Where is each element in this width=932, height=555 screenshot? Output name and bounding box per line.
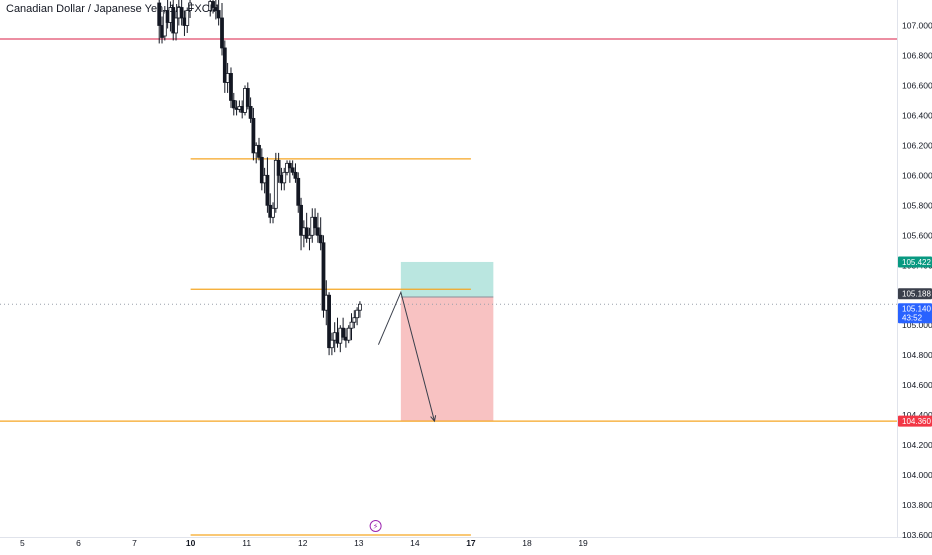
candle-body-47 xyxy=(307,234,312,239)
candle-body-55 xyxy=(329,339,334,349)
candle-body-0 xyxy=(157,2,162,26)
symbol-title: Canadian Dollar / Japanese Yen, 1h, FXCM xyxy=(6,3,219,15)
lightning-icon-ring xyxy=(369,520,382,532)
y-tick-label-16: 106.800 xyxy=(902,50,932,60)
candle-body-32 xyxy=(265,174,270,206)
projection-path xyxy=(377,290,435,422)
candle-body-44 xyxy=(299,204,303,236)
take-profit-zone xyxy=(400,297,494,422)
y-tick-label-12: 106.000 xyxy=(902,170,932,180)
candle-body-27 xyxy=(251,117,256,154)
price-tag-stop xyxy=(898,256,932,268)
candle-body-63 xyxy=(352,317,357,323)
x-tick-label-4: 11 xyxy=(242,538,251,548)
lightning-icon[interactable]: ⚡ xyxy=(373,522,379,531)
price-tag-text-stop: 105.422 xyxy=(902,258,931,267)
candle-body-50 xyxy=(315,227,320,236)
candle-body-15 xyxy=(216,10,221,19)
y-tick-label-14: 106.400 xyxy=(902,110,932,120)
price-tag-current xyxy=(898,303,932,324)
price-tag-entry xyxy=(898,288,932,300)
x-tick-label-2: 7 xyxy=(132,538,137,548)
candle-body-52 xyxy=(321,242,326,311)
projection-arrow-head xyxy=(430,415,437,423)
x-tick-label-8: 17 xyxy=(466,538,476,548)
candle-body-35 xyxy=(273,159,278,209)
x-tick-label-5: 12 xyxy=(298,538,308,548)
stop-loss-zone xyxy=(400,261,494,298)
candle-body-40 xyxy=(287,162,292,169)
y-tick-label-6: 104.800 xyxy=(902,350,932,360)
candle-body-34 xyxy=(271,207,275,218)
candle-body-18 xyxy=(225,73,230,83)
candle-body-38 xyxy=(282,171,287,184)
candle-body-29 xyxy=(257,144,261,158)
candle-body-43 xyxy=(296,177,301,206)
candle-body-62 xyxy=(349,321,354,329)
candle-body-17 xyxy=(222,47,227,83)
candle-body-25 xyxy=(245,88,250,107)
y-tick-label-3: 104.200 xyxy=(902,440,932,450)
y-tick-label-10: 105.600 xyxy=(902,230,932,240)
y-tick-label-1: 103.800 xyxy=(902,500,932,510)
x-tick-label-9: 18 xyxy=(522,538,532,548)
candle-body-8 xyxy=(179,7,184,19)
price-tag-text-target: 104.360 xyxy=(902,417,931,426)
y-tick-label-2: 104.000 xyxy=(902,470,932,480)
y-tick-label-11: 105.800 xyxy=(902,200,932,210)
candle-body-26 xyxy=(248,106,253,119)
price-tag-text-current: 105.140 xyxy=(902,305,931,314)
candle-body-42 xyxy=(293,171,298,179)
candle-body-20 xyxy=(231,100,236,109)
candle-body-46 xyxy=(304,227,309,239)
y-tick-label-17: 107.000 xyxy=(902,20,932,30)
candle-body-49 xyxy=(313,216,317,229)
price-tag-text-entry: 105.188 xyxy=(902,290,931,299)
x-tick-label-6: 13 xyxy=(354,538,364,548)
candle-body-6 xyxy=(174,17,178,34)
candle-body-19 xyxy=(229,73,233,101)
candle-body-65 xyxy=(358,303,362,311)
candle-body-51 xyxy=(318,234,323,244)
candle-body-41 xyxy=(290,167,295,173)
x-tick-label-3: 10 xyxy=(186,538,196,548)
candle-body-59 xyxy=(341,327,346,338)
candle-body-54 xyxy=(327,294,331,349)
price-tag-target xyxy=(898,415,932,427)
candle-body-64 xyxy=(355,309,360,319)
y-tick-label-13: 106.200 xyxy=(902,140,932,150)
x-tick-label-10: 19 xyxy=(578,538,588,548)
candle-body-11 xyxy=(188,2,192,11)
candle-body-16 xyxy=(220,17,224,49)
candle-body-30 xyxy=(259,156,264,184)
candle-body-36 xyxy=(276,159,281,176)
y-tick-label-4: 104.400 xyxy=(902,410,932,420)
candle-body-14 xyxy=(213,7,218,11)
candle-body-61 xyxy=(346,327,351,341)
y-tick-label-0: 103.600 xyxy=(902,530,932,540)
price-tag-countdown: 43:52 xyxy=(902,314,923,323)
candle-body-13 xyxy=(211,1,215,8)
y-tick-label-15: 106.600 xyxy=(902,80,932,90)
y-tick-label-7: 105.000 xyxy=(902,320,932,330)
candle-body-10 xyxy=(185,10,190,26)
y-tick-label-5: 104.600 xyxy=(902,380,932,390)
candle-body-2 xyxy=(162,10,167,37)
x-tick-label-7: 14 xyxy=(410,538,420,548)
x-tick-label-1: 6 xyxy=(76,538,81,548)
x-tick-label-0: 5 xyxy=(20,538,25,548)
